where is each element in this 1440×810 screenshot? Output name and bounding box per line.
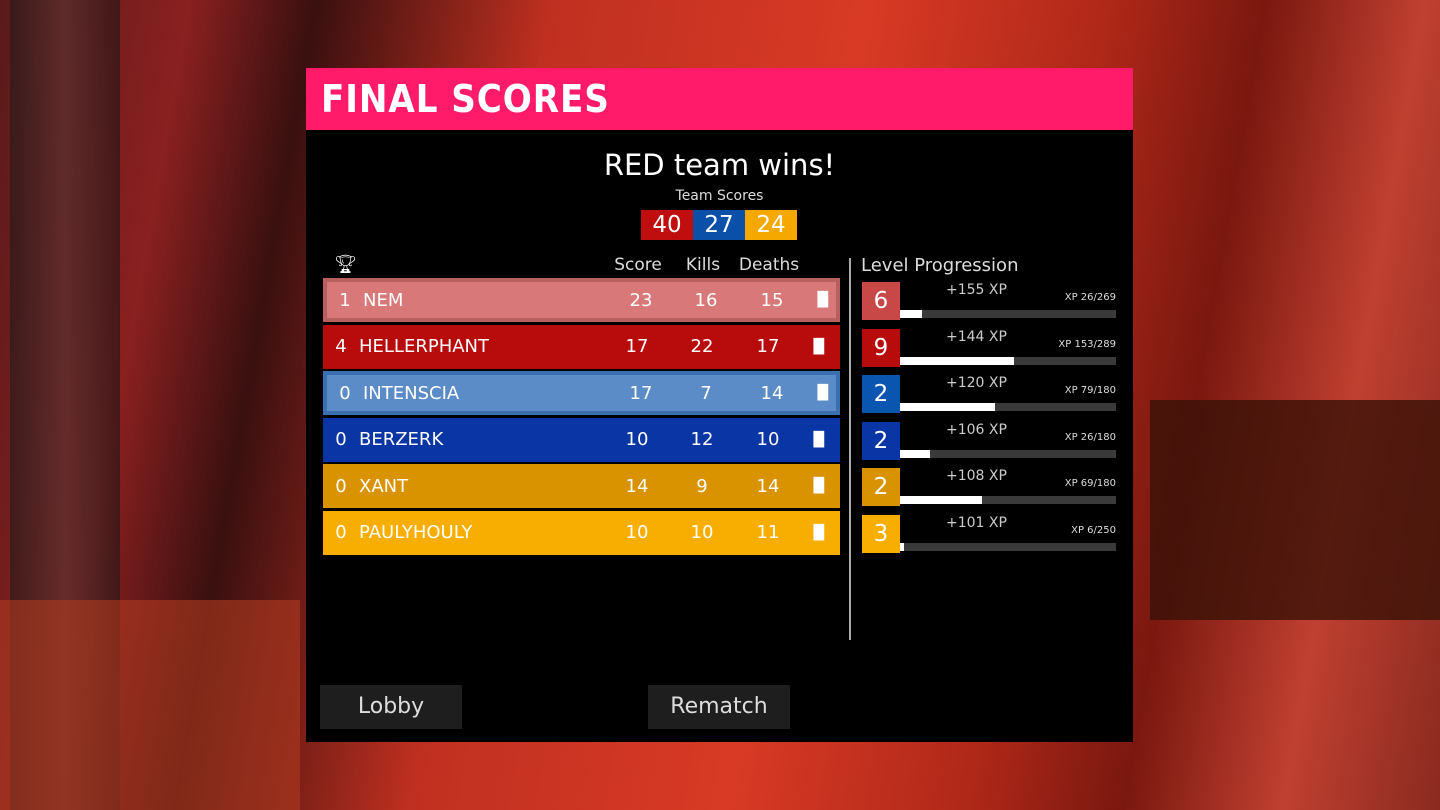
xp-progress-bar	[900, 310, 1116, 318]
panel-title: FINAL SCORES	[321, 77, 610, 121]
stats-icon[interactable]: ▐▌	[812, 292, 834, 308]
player-row[interactable]: 1 NEM 23 16 15 ▐▌	[323, 278, 840, 322]
level-progression-title: Level Progression	[861, 255, 1019, 276]
level-entry: 9 +144 XP XP 153/289	[862, 328, 1116, 367]
player-deaths: 14	[760, 382, 784, 404]
player-rank: 0	[335, 429, 347, 450]
player-name: BERZERK	[359, 429, 444, 450]
stats-icon[interactable]: ▐▌	[812, 385, 834, 401]
team-score-blue: 27	[693, 210, 745, 240]
column-header-kills: Kills	[685, 255, 721, 275]
final-scores-panel: FINAL SCORES RED team wins! Team Scores …	[306, 68, 1133, 742]
divider	[849, 258, 851, 640]
level-entry: 3 +101 XP XP 6/250	[862, 514, 1116, 553]
column-header-score: Score	[614, 255, 662, 275]
level-entry: 2 +106 XP XP 26/180	[862, 421, 1116, 460]
lobby-button[interactable]: Lobby	[320, 685, 462, 729]
team-score-red: 40	[641, 210, 693, 240]
xp-progress-bar	[900, 449, 1116, 458]
player-deaths: 11	[756, 522, 780, 543]
player-rank: 0	[335, 475, 347, 497]
xp-progress-fill	[900, 403, 996, 411]
player-kills: 7	[700, 382, 712, 404]
level-number: 9	[862, 328, 900, 367]
xp-total: XP 79/180	[1064, 385, 1116, 396]
player-deaths: 10	[756, 429, 780, 450]
xp-gain: +108 XP	[946, 468, 1007, 484]
player-rank: 0	[335, 522, 347, 543]
team-score-yellow: 24	[745, 210, 797, 240]
column-header-deaths: Deaths	[738, 255, 800, 275]
level-entry: 2 +108 XP XP 69/180	[862, 468, 1116, 506]
player-row[interactable]: 0 BERZERK 10 12 10 ▐▌	[323, 417, 840, 462]
level-number: 6	[862, 282, 900, 320]
player-kills: 10	[690, 522, 714, 543]
player-name: XANT	[359, 475, 409, 497]
xp-gain: +155 XP	[946, 282, 1007, 298]
xp-total: XP 153/289	[1058, 338, 1116, 350]
team-scores: 40 27 24	[641, 210, 797, 240]
level-number: 2	[862, 375, 900, 413]
xp-progress-fill	[900, 449, 931, 458]
player-score: 10	[625, 522, 649, 543]
winner-text: RED team wins!	[603, 148, 836, 182]
player-deaths: 15	[760, 289, 784, 311]
player-row[interactable]: 0 PAULYHOULY 10 10 11 ▐▌	[323, 510, 840, 555]
player-score: 17	[629, 382, 653, 404]
level-number: 2	[862, 468, 900, 506]
xp-total: XP 6/250	[1071, 524, 1116, 536]
xp-progress-fill	[900, 310, 922, 318]
player-kills: 12	[690, 429, 714, 450]
player-kills: 22	[690, 336, 714, 357]
player-row[interactable]: 0 INTENSCIA 17 7 14 ▐▌	[323, 371, 840, 415]
xp-progress-fill	[900, 356, 1015, 365]
xp-gain: +106 XP	[946, 421, 1007, 438]
xp-progress-bar	[900, 542, 1116, 551]
player-rank: 0	[339, 382, 351, 404]
level-number: 3	[862, 514, 900, 553]
xp-progress-bar	[900, 356, 1116, 365]
panel-header: FINAL SCORES	[306, 68, 1133, 130]
player-rank: 1	[339, 289, 351, 311]
stats-icon[interactable]: ▐▌	[808, 478, 830, 494]
xp-total: XP 26/269	[1064, 292, 1116, 303]
stats-icon[interactable]: ▐▌	[808, 338, 830, 355]
xp-gain: +144 XP	[946, 328, 1007, 345]
player-name: HELLERPHANT	[359, 336, 490, 357]
player-kills: 9	[696, 475, 708, 497]
xp-total: XP 69/180	[1064, 478, 1116, 489]
xp-progress-fill	[900, 542, 905, 551]
player-score: 23	[629, 289, 653, 311]
xp-gain: +101 XP	[946, 514, 1007, 531]
xp-progress-bar	[900, 403, 1116, 411]
xp-total: XP 26/180	[1064, 431, 1116, 443]
level-entry: 2 +120 XP XP 79/180	[862, 375, 1116, 413]
player-name: NEM	[363, 289, 404, 311]
player-score: 14	[625, 475, 649, 497]
player-score: 17	[625, 336, 649, 357]
stats-icon[interactable]: ▐▌	[808, 524, 830, 541]
level-number: 2	[862, 421, 900, 460]
player-name: INTENSCIA	[363, 382, 460, 404]
stats-icon[interactable]: ▐▌	[808, 431, 830, 448]
xp-progress-fill	[900, 496, 983, 504]
player-deaths: 17	[756, 336, 780, 357]
player-deaths: 14	[756, 475, 780, 497]
player-score: 10	[625, 429, 649, 450]
rematch-button[interactable]: Rematch	[648, 685, 790, 729]
player-kills: 16	[694, 289, 718, 311]
team-scores-label: Team Scores	[675, 188, 764, 204]
trophy-icon: 🏆︎	[334, 254, 357, 275]
player-name: PAULYHOULY	[359, 522, 473, 543]
player-row[interactable]: 4 HELLERPHANT 17 22 17 ▐▌	[323, 324, 840, 369]
xp-gain: +120 XP	[946, 375, 1007, 391]
xp-progress-bar	[900, 496, 1116, 504]
player-rank: 4	[335, 336, 347, 357]
player-row[interactable]: 0 XANT 14 9 14 ▐▌	[323, 464, 840, 508]
level-entry: 6 +155 XP XP 26/269	[862, 282, 1116, 320]
